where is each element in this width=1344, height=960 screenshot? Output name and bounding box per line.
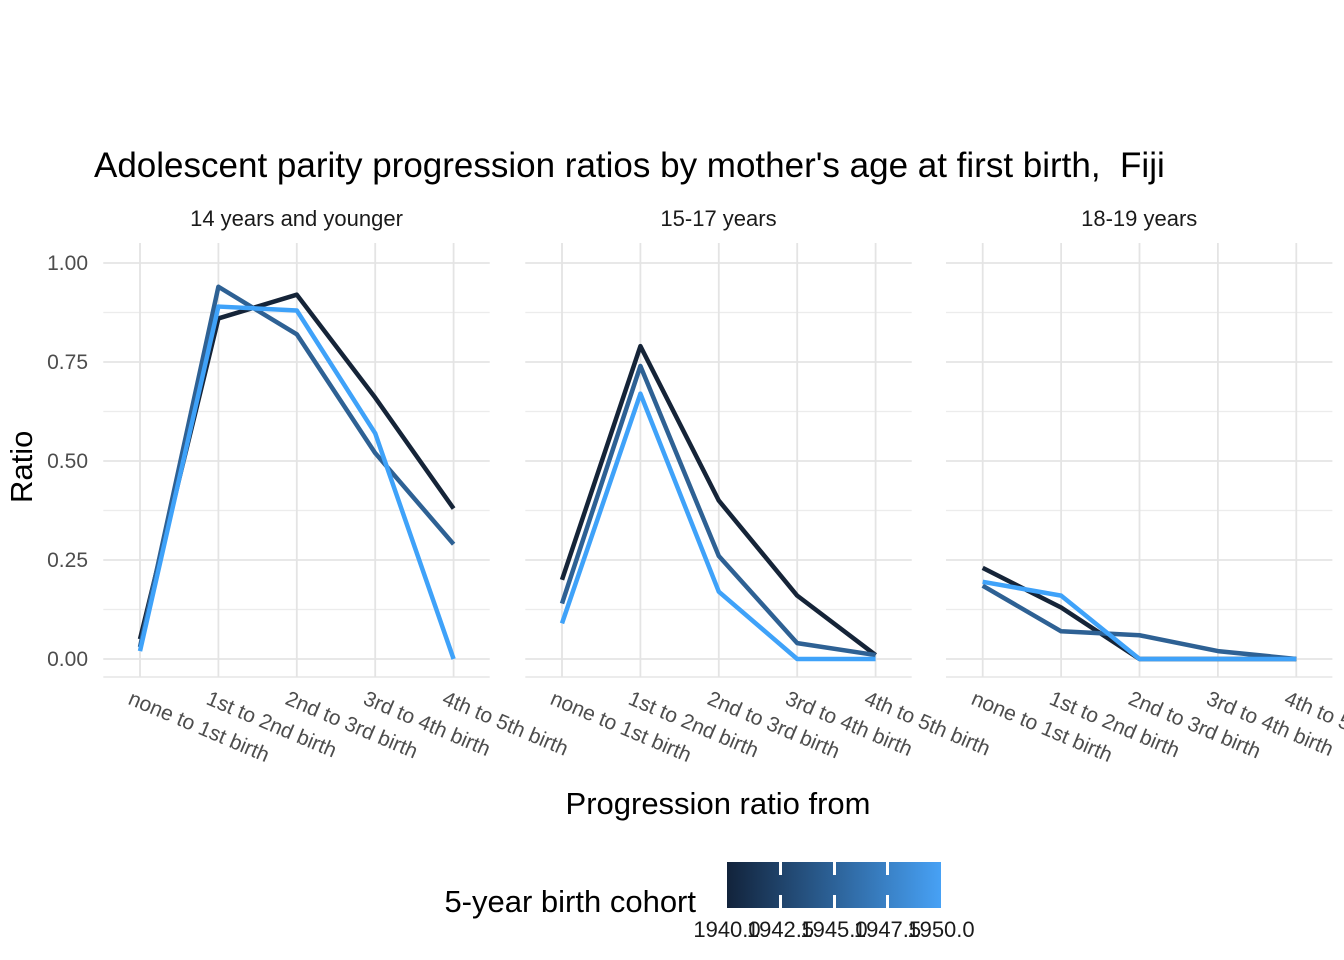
facet-strip-label: 14 years and younger [190, 206, 403, 231]
legend-tick-label: 1945.0 [800, 917, 868, 942]
colorbar-tick [886, 895, 889, 908]
y-tick-label: 0.50 [47, 450, 88, 473]
colorbar-tick [779, 895, 782, 908]
series-line-cohort-1940 [559, 343, 877, 657]
series-line-cohort-1950 [137, 304, 456, 660]
y-tick-label: 0.75 [47, 351, 88, 374]
legend-tick-label: 1950.0 [907, 917, 975, 942]
colorbar-tick [886, 862, 889, 875]
colorbar-tick [832, 895, 836, 908]
plot-title: Adolescent parity progression ratios by … [94, 146, 1165, 185]
legend-title: 5-year birth cohort [444, 884, 696, 919]
y-tick-label: 0.25 [47, 549, 88, 572]
series-line-cohort-1945 [559, 363, 876, 658]
x-axis-title: Progression ratio from [565, 786, 871, 821]
legend-tick-label: 1947.5 [853, 917, 922, 942]
series-line-cohort-1945 [137, 284, 456, 648]
colorbar-tick [832, 862, 836, 875]
colorbar-tick [779, 862, 782, 875]
series-line-cohort-1950 [982, 579, 1297, 662]
facet-strip-label: 15-17 years [660, 206, 777, 231]
y-tick-label: 0.00 [47, 648, 88, 671]
legend-tick-label: 1942.5 [746, 917, 815, 942]
series-line-cohort-1950 [559, 391, 876, 662]
y-axis-title: Ratio [4, 430, 39, 503]
y-tick-label: 1.00 [47, 252, 88, 275]
legend-colorbar [727, 862, 941, 908]
legend-tick-label: 1940.0 [693, 917, 761, 942]
series-line-cohort-1945 [981, 583, 1297, 662]
facet-strip-label: 18-19 years [1081, 206, 1198, 231]
